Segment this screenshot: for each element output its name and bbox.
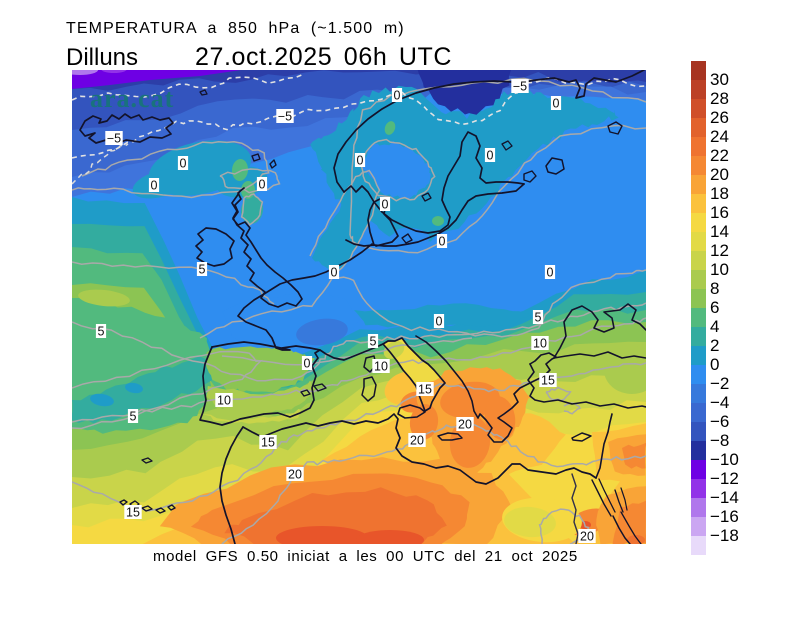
svg-text:5: 5	[535, 311, 542, 325]
svg-text:0: 0	[487, 149, 494, 163]
svg-text:0: 0	[382, 198, 389, 212]
svg-text:20: 20	[410, 434, 424, 448]
svg-text:0: 0	[439, 235, 446, 249]
svg-text:5: 5	[98, 325, 105, 339]
svg-text:5: 5	[130, 410, 137, 424]
svg-text:0: 0	[553, 97, 560, 111]
svg-text:0: 0	[394, 89, 401, 103]
svg-text:20: 20	[288, 468, 302, 482]
svg-text:5: 5	[370, 335, 377, 349]
svg-text:0: 0	[304, 357, 311, 371]
svg-text:−5: −5	[513, 80, 527, 94]
svg-text:10: 10	[533, 337, 547, 351]
svg-text:0: 0	[436, 315, 443, 329]
svg-text:ara.cat: ara.cat	[90, 84, 174, 113]
svg-text:−5: −5	[107, 132, 121, 146]
svg-text:15: 15	[261, 436, 275, 450]
svg-text:0: 0	[151, 179, 158, 193]
svg-text:0: 0	[180, 157, 187, 171]
svg-text:5: 5	[199, 263, 206, 277]
svg-text:20: 20	[458, 418, 472, 432]
svg-text:0: 0	[259, 178, 266, 192]
svg-text:15: 15	[126, 506, 140, 520]
svg-text:20: 20	[580, 530, 594, 544]
svg-text:0: 0	[331, 266, 338, 280]
svg-text:15: 15	[541, 374, 555, 388]
svg-text:0: 0	[357, 154, 364, 168]
svg-text:10: 10	[374, 360, 388, 374]
svg-text:15: 15	[418, 383, 432, 397]
svg-text:10: 10	[217, 394, 231, 408]
svg-text:−5: −5	[278, 110, 292, 124]
svg-text:0: 0	[547, 266, 554, 280]
